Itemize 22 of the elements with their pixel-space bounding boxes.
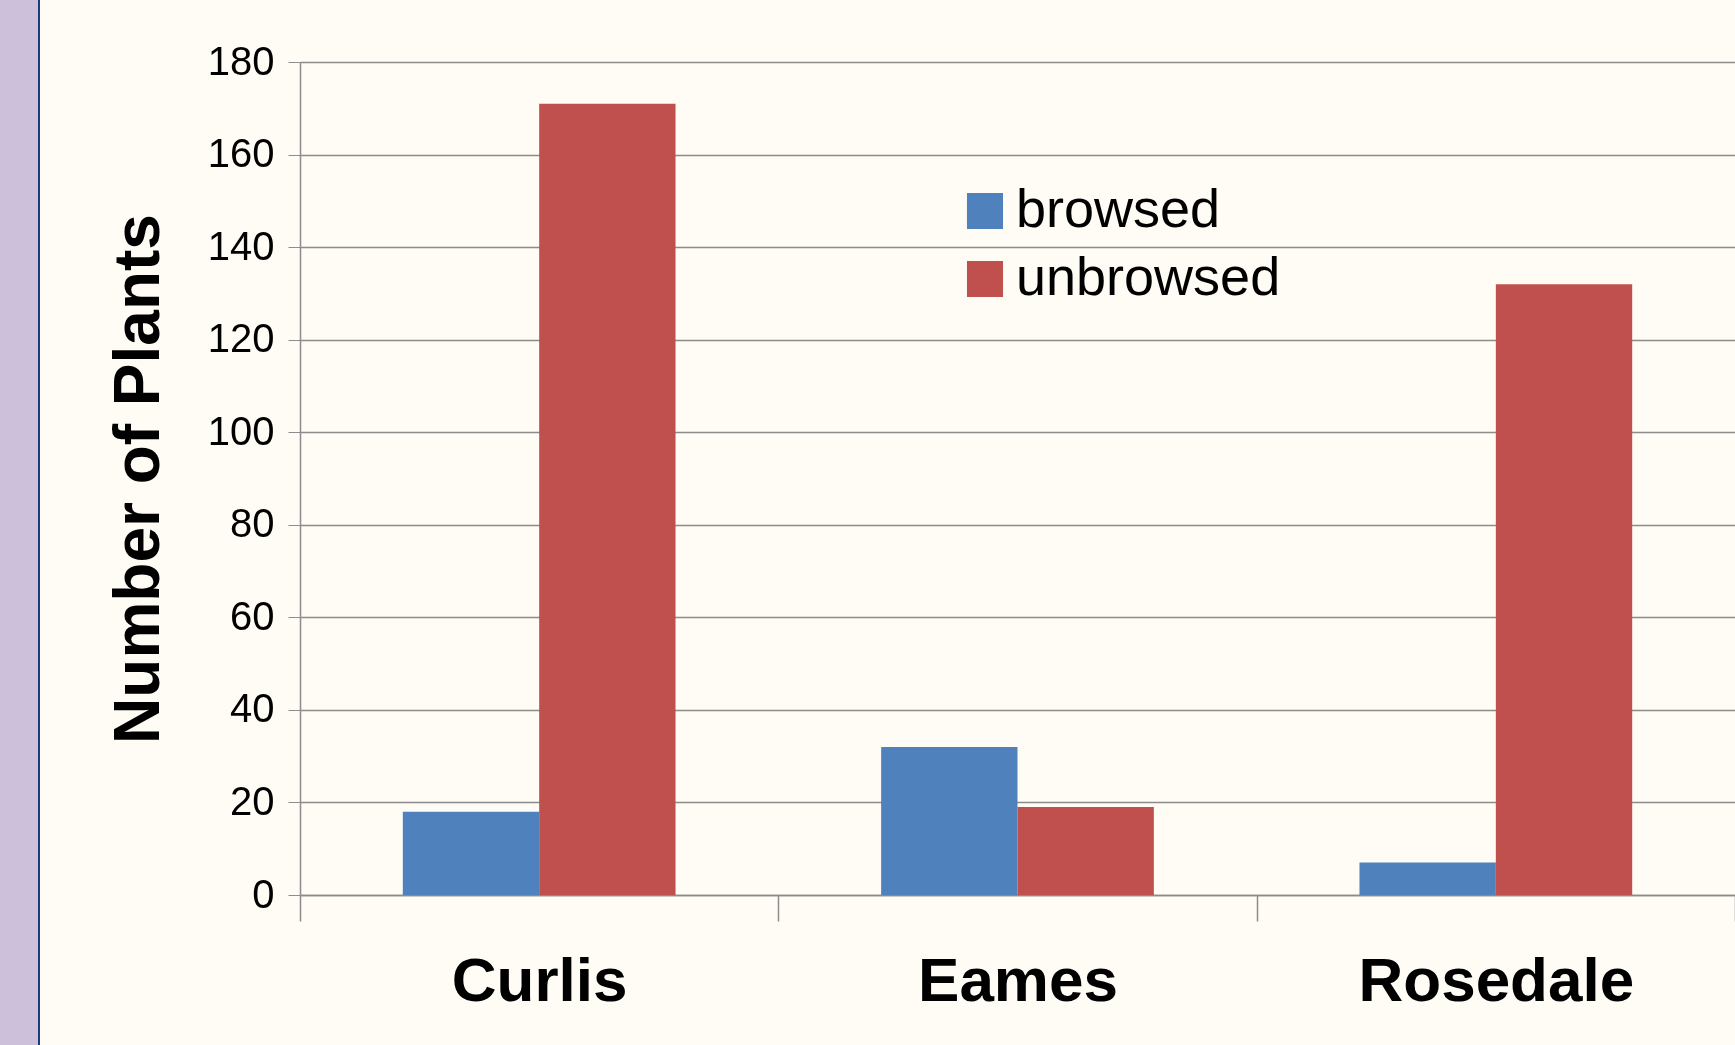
x-tick-label: Rosedale	[1358, 944, 1635, 1014]
bar	[1495, 284, 1633, 895]
y-tick-label: 0	[252, 871, 275, 916]
y-tick-label: 40	[230, 686, 275, 731]
y-tick-label: 140	[207, 223, 275, 268]
bar	[539, 103, 676, 895]
bar	[881, 746, 1018, 895]
y-tick-label: 20	[230, 778, 275, 823]
y-axis-title: Number of Plants	[100, 214, 173, 744]
legend-label: unbrowsed	[1016, 246, 1281, 306]
y-tick-label: 80	[230, 501, 275, 546]
bar	[402, 811, 540, 895]
legend-label: browsed	[1016, 178, 1221, 238]
y-tick-label: 60	[230, 593, 275, 638]
y-tick-label: 180	[207, 38, 275, 83]
y-tick-label: 120	[207, 316, 275, 361]
bar	[1017, 807, 1154, 895]
y-tick-label: 160	[207, 131, 275, 176]
x-tick-label: Curlis	[451, 944, 628, 1014]
x-tick-label: Eames	[918, 944, 1118, 1014]
bar	[1359, 862, 1496, 895]
y-tick-label: 100	[207, 408, 275, 453]
